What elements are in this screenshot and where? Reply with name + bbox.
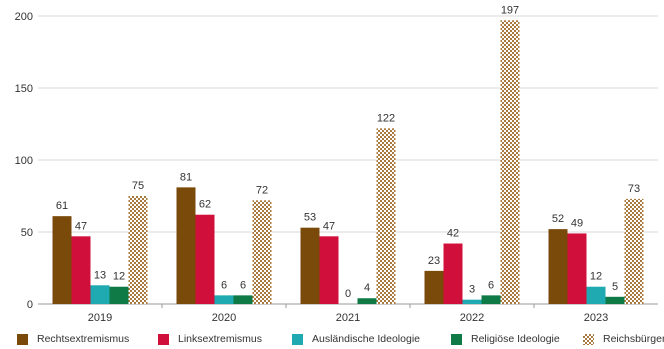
data-label: 0 bbox=[345, 288, 351, 300]
bars bbox=[52, 20, 644, 304]
bar-linksextremismus-2021 bbox=[319, 236, 339, 304]
data-label: 13 bbox=[94, 269, 106, 281]
data-label: 72 bbox=[256, 184, 268, 196]
data-label: 23 bbox=[428, 255, 440, 267]
data-label: 61 bbox=[56, 200, 68, 212]
y-tick-label: 50 bbox=[21, 227, 33, 239]
data-label: 49 bbox=[571, 217, 583, 229]
legend-swatch bbox=[292, 333, 303, 345]
y-tick-label: 150 bbox=[15, 83, 33, 95]
legend-label: Ausländische Ideologie bbox=[312, 333, 420, 345]
bar-ausl-ndische-ideologie-2020 bbox=[214, 295, 234, 304]
y-axis-ticks: 0 50 100 150 200 bbox=[15, 11, 33, 311]
bar-religi-se-ideologie-2021 bbox=[357, 298, 377, 304]
data-label: 4 bbox=[364, 282, 370, 294]
bar-rechtsextremismus-2020 bbox=[176, 187, 196, 304]
legend-swatch bbox=[451, 333, 462, 345]
data-label: 5 bbox=[612, 281, 618, 293]
data-label: 122 bbox=[377, 112, 395, 124]
x-tick-label: 2022 bbox=[460, 312, 484, 324]
bar-reichsb-rger-2022 bbox=[500, 20, 520, 304]
x-tick-label: 2019 bbox=[88, 312, 112, 324]
data-label: 47 bbox=[323, 220, 335, 232]
x-tick-label: 2020 bbox=[212, 312, 236, 324]
bar-linksextremismus-2019 bbox=[71, 236, 91, 304]
bar-rechtsextremismus-2022 bbox=[424, 270, 444, 304]
legend-label: Rechtsextremismus bbox=[37, 333, 130, 345]
bar-rechtsextremismus-2023 bbox=[548, 229, 568, 304]
bar-reichsb-rger-2020 bbox=[252, 200, 272, 304]
legend-label: Linksextremismus bbox=[178, 333, 263, 345]
legend-item: Religiöse Ideologie bbox=[451, 333, 560, 345]
legend-item: Rechtsextremismus bbox=[17, 333, 129, 345]
data-label: 42 bbox=[447, 228, 459, 240]
legend-label: Reichsbürger bbox=[603, 333, 664, 345]
data-label: 75 bbox=[132, 180, 144, 192]
data-label: 6 bbox=[240, 279, 246, 291]
bar-religi-se-ideologie-2019 bbox=[109, 286, 129, 304]
bar-rechtsextremismus-2021 bbox=[300, 227, 320, 304]
bar-linksextremismus-2022 bbox=[443, 243, 463, 304]
bar-religi-se-ideologie-2020 bbox=[233, 295, 253, 304]
bar-rechtsextremismus-2019 bbox=[52, 216, 72, 304]
bar-reichsb-rger-2019 bbox=[128, 196, 148, 304]
data-label: 197 bbox=[501, 4, 519, 16]
bar-religi-se-ideologie-2022 bbox=[481, 295, 501, 304]
y-tick-label: 200 bbox=[15, 11, 33, 23]
bar-linksextremismus-2020 bbox=[195, 214, 215, 304]
data-label: 52 bbox=[552, 213, 564, 225]
data-label: 81 bbox=[180, 171, 192, 183]
data-label: 6 bbox=[221, 279, 227, 291]
legend: Rechtsextremismus Linksextremismus Ausländ… bbox=[0, 333, 664, 349]
bar-linksextremismus-2023 bbox=[567, 233, 587, 304]
bar-ausl-ndische-ideologie-2022 bbox=[462, 299, 482, 304]
legend-swatch bbox=[158, 333, 169, 345]
data-label: 3 bbox=[469, 284, 475, 296]
bar-ausl-ndische-ideologie-2023 bbox=[586, 286, 606, 304]
bar-religi-se-ideologie-2023 bbox=[605, 296, 625, 304]
data-label: 53 bbox=[304, 212, 316, 224]
legend-item: Reichsbürger bbox=[583, 333, 664, 345]
bar-ausl-ndische-ideologie-2019 bbox=[90, 285, 110, 304]
legend-label: Religiöse Ideologie bbox=[471, 333, 560, 345]
data-labels: 61 47 13 12 75 81 62 6 6 72 53 47 0 4 122 23 42 3 6 197 52 49… bbox=[56, 4, 640, 300]
legend-item: Ausländische Ideologie bbox=[292, 333, 420, 345]
legend-swatch bbox=[583, 333, 594, 345]
data-label: 47 bbox=[75, 220, 87, 232]
x-axis-ticks: 2019 2020 2021 2022 2023 bbox=[88, 304, 608, 324]
legend-item: Linksextremismus bbox=[158, 333, 262, 345]
data-label: 73 bbox=[628, 183, 640, 195]
y-tick-label: 0 bbox=[27, 299, 33, 311]
data-label: 12 bbox=[113, 271, 125, 283]
bar-reichsb-rger-2023 bbox=[624, 198, 644, 304]
data-label: 62 bbox=[199, 199, 211, 211]
legend-swatch bbox=[17, 333, 28, 345]
x-tick-label: 2021 bbox=[336, 312, 360, 324]
bar-reichsb-rger-2021 bbox=[376, 128, 396, 304]
data-label: 12 bbox=[590, 271, 602, 283]
x-tick-label: 2023 bbox=[584, 312, 608, 324]
y-tick-label: 100 bbox=[15, 155, 33, 167]
data-label: 6 bbox=[488, 279, 494, 291]
